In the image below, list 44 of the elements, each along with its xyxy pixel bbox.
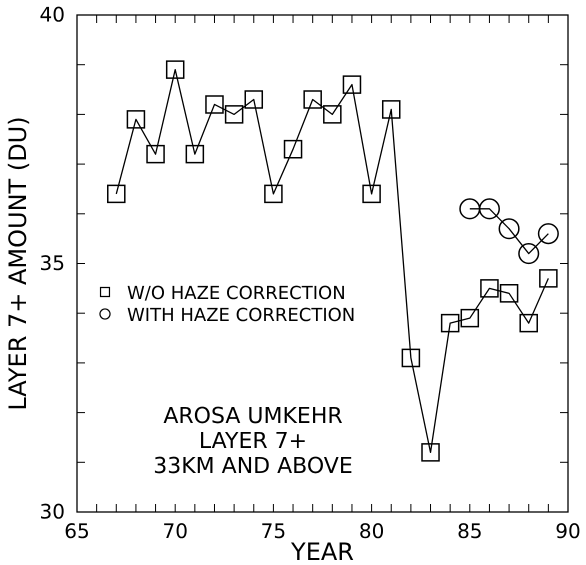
point	[518, 243, 540, 264]
point	[440, 314, 460, 332]
point	[146, 144, 165, 164]
point	[459, 198, 480, 220]
x-tick-label: 80	[358, 519, 384, 544]
point	[402, 348, 420, 368]
point	[519, 314, 538, 332]
point	[478, 198, 500, 220]
x-tick-label: 65	[64, 519, 90, 544]
point	[224, 105, 244, 124]
point	[166, 60, 184, 79]
point	[126, 110, 146, 129]
point	[500, 284, 518, 303]
y-tick-label: 35	[40, 250, 65, 275]
point	[539, 269, 558, 288]
y-axis-title: LAYER 7+ AMOUNT (DU)	[4, 116, 32, 411]
point	[303, 90, 322, 109]
x-axis-title: YEAR	[290, 538, 354, 565]
y-tick-label: 30	[40, 499, 65, 524]
x-tick-label: 90	[555, 519, 581, 544]
point	[382, 100, 401, 119]
x-tick-label: 70	[162, 519, 188, 544]
point	[205, 95, 224, 114]
point	[264, 184, 283, 204]
annotation: LAYER 7+	[198, 429, 308, 454]
point	[480, 279, 499, 298]
point	[342, 75, 362, 94]
x-tick-label: 85	[457, 519, 483, 544]
x-tick-label: 75	[260, 519, 286, 544]
point	[460, 308, 480, 328]
point	[323, 105, 342, 124]
legend-label: W/O HAZE CORRECTION	[127, 283, 346, 304]
annotation: 33KM AND ABOVE	[153, 454, 353, 479]
legend-label: WITH HAZE CORRECTION	[127, 305, 356, 326]
point	[107, 184, 126, 204]
point	[186, 144, 204, 164]
point	[421, 443, 440, 462]
point	[244, 90, 264, 109]
point	[538, 223, 559, 244]
point	[284, 140, 302, 158]
annotation: AROSA UMKEHR	[163, 404, 343, 429]
point	[362, 184, 381, 204]
y-tick-label: 40	[40, 2, 65, 26]
point	[498, 218, 520, 240]
